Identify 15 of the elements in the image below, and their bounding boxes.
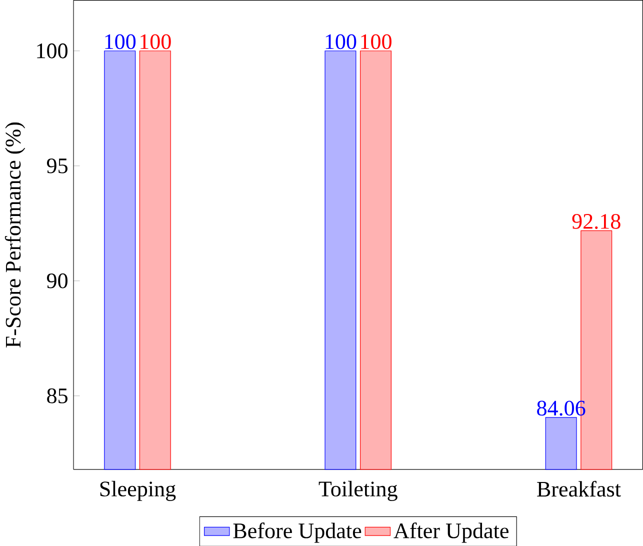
x-tick-label: Toileting	[318, 480, 398, 501]
data-label: 100	[326, 34, 356, 49]
y-tick-label: 90	[46, 273, 68, 288]
data-label: 92.18	[572, 214, 620, 229]
x-tick-label: Sleeping	[100, 480, 176, 501]
y-tick-label: 95	[46, 158, 68, 174]
x-tick-label: Breakfast	[537, 480, 621, 496]
legend-label: Before Update	[233, 522, 362, 543]
y-tick-label: 100	[37, 43, 68, 58]
y-axis-title: F-Score Performance (%)	[4, 122, 26, 348]
data-label: 100	[361, 34, 392, 49]
y-tick-label: 85	[47, 388, 68, 404]
data-label: 100	[105, 34, 136, 49]
legend-label: After Update	[394, 522, 508, 543]
data-label: 100	[140, 34, 171, 49]
